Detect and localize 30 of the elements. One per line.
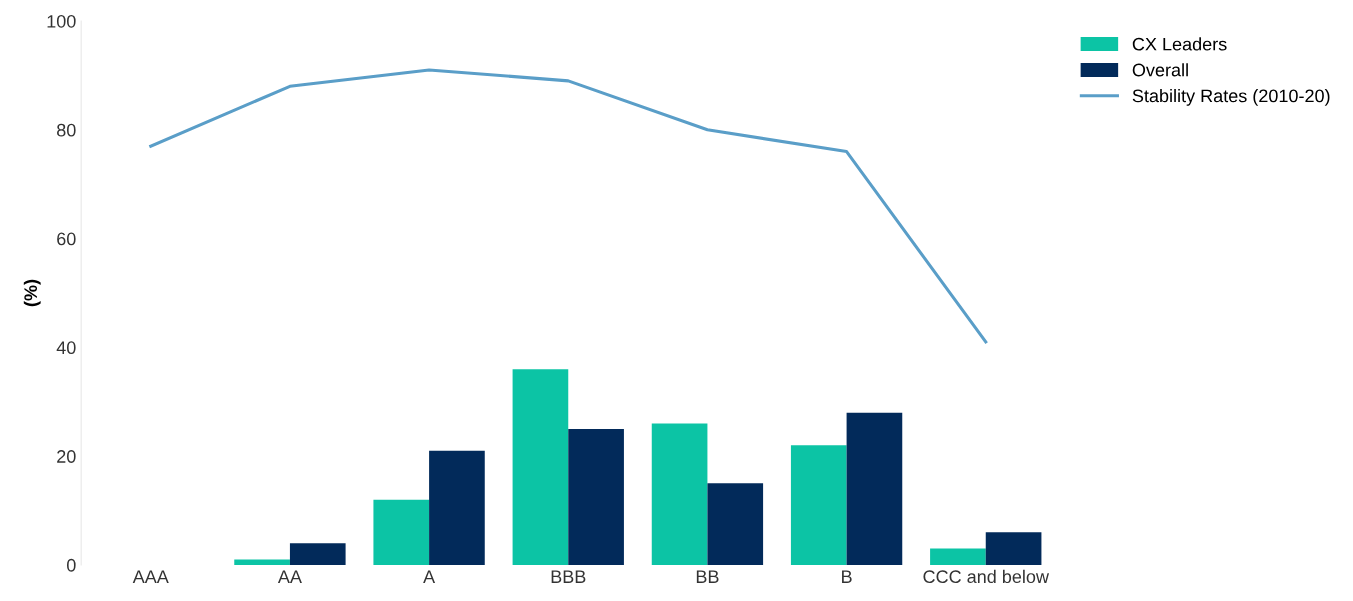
- x-tick-label: A: [423, 570, 436, 583]
- x-tick-label: B: [842, 570, 852, 583]
- bar: [846, 412, 903, 565]
- x-tick-label: AAA: [132, 570, 169, 583]
- legend-label: Overall: [1132, 63, 1188, 77]
- y-tick-label: 100: [47, 14, 76, 28]
- bar: [568, 428, 624, 565]
- legend-label: CX Leaders: [1132, 37, 1227, 51]
- bar: [707, 483, 764, 565]
- y-axis-title: (%): [23, 279, 41, 307]
- bar: [790, 445, 847, 565]
- x-tick-label: BB: [696, 570, 719, 583]
- y-tick-label: 80: [57, 123, 76, 137]
- bar: [985, 532, 1042, 565]
- bar: [651, 423, 708, 565]
- line-series: [149, 68, 988, 344]
- bar: [930, 548, 986, 565]
- bar: [512, 369, 569, 565]
- y-tick-label: 60: [57, 232, 76, 246]
- y-tick-label: 40: [56, 341, 76, 355]
- bar: [234, 559, 290, 565]
- legend-label: Stability Rates (2010-20): [1132, 89, 1330, 106]
- bar: [373, 499, 430, 565]
- x-tick-label: BBB: [551, 570, 586, 583]
- bar: [289, 543, 346, 565]
- x-tick-label: CCC and below: [923, 569, 1050, 584]
- y-tick-label: 20: [57, 450, 76, 463]
- y-tick-label: 0: [66, 558, 76, 572]
- x-tick-label: AA: [277, 570, 302, 583]
- bar: [429, 450, 485, 565]
